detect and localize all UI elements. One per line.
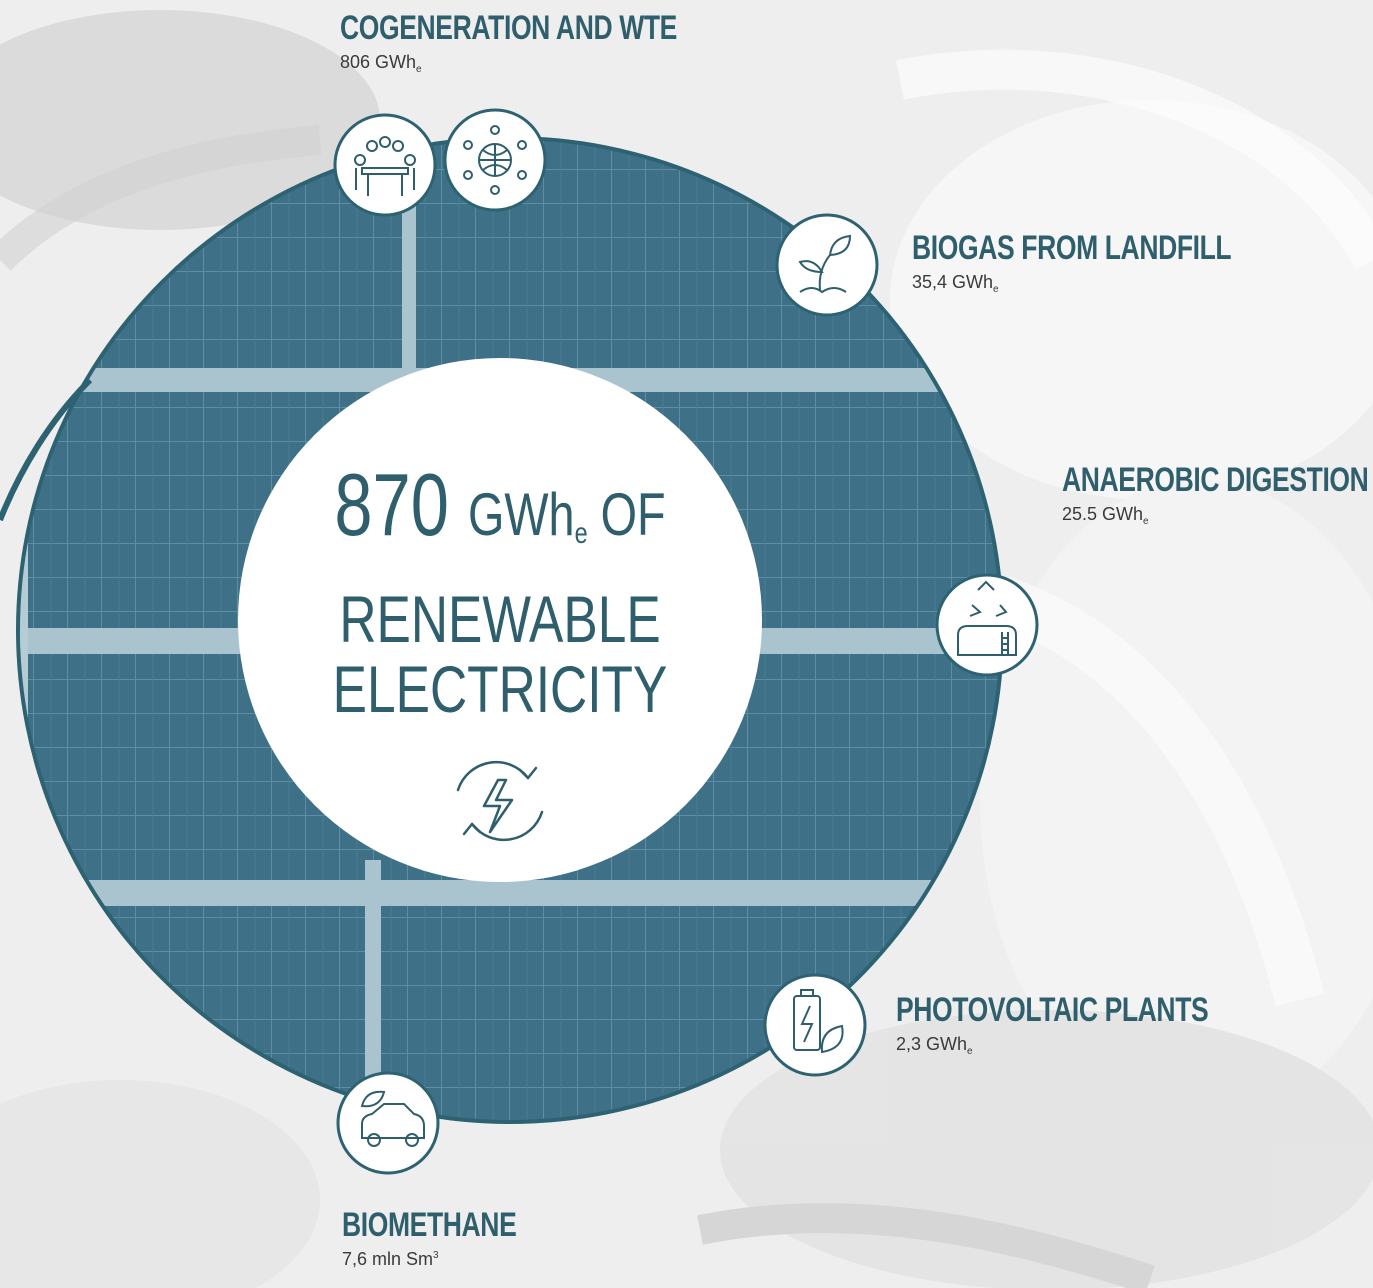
label-value: 35,4 GWhe [912, 272, 1321, 295]
meeting-icon [333, 113, 437, 217]
center-disc [238, 358, 762, 882]
battery-leaf-icon [763, 973, 867, 1077]
label-anaerobic: ANAEROBIC DIGESTION 25.5 GWhe [1062, 460, 1373, 527]
value-sub: e [416, 64, 422, 75]
recycle-tank-icon [935, 573, 1039, 677]
headline-line2: RENEWABLE [339, 582, 661, 656]
label-value: 806 GWhe [340, 52, 772, 75]
label-value: 25.5 GWhe [1062, 504, 1373, 527]
renewable-energy-cycle-icon [456, 760, 544, 842]
label-title: ANAEROBIC DIGESTION [1062, 461, 1369, 499]
value-text: 25.5 GWh [1062, 504, 1144, 524]
label-value: 7,6 mln Sm3 [342, 1249, 566, 1270]
value-sub: e [967, 1046, 973, 1057]
label-biomethane: BIOMETHANE 7,6 mln Sm3 [342, 1205, 566, 1270]
headline-number: 870 [334, 455, 449, 554]
label-biogas: BIOGAS FROM LANDFILL 35,4 GWhe [912, 228, 1321, 295]
headline-unit: GWhe OF [467, 481, 666, 550]
value-sub: e [993, 284, 999, 295]
value-sub: e [1143, 516, 1149, 527]
label-cogeneration: COGENERATION AND WTE 806 GWhe [340, 8, 772, 75]
network-globe-icon [443, 108, 547, 212]
label-title: BIOMETHANE [342, 1206, 517, 1244]
value-sup: 3 [433, 1250, 439, 1261]
value-text: 806 GWh [340, 52, 417, 72]
eco-car-icon [336, 1071, 440, 1175]
swirl-background [0, 10, 1373, 1288]
headline-suffix: OF [600, 481, 666, 548]
value-text: 7,6 mln Sm [342, 1249, 434, 1269]
headline-total: 870 GWhe OF [297, 455, 703, 584]
value-text: 35,4 GWh [912, 272, 994, 292]
center-headline: 870 GWhe OF RENEWABLE ELECTRICITY [240, 455, 760, 724]
value-text: 2,3 GWh [896, 1034, 968, 1054]
headline-unit-text: GWh [467, 481, 575, 548]
label-value: 2,3 GWhe [896, 1034, 1296, 1057]
headline-unit-sub: e [574, 517, 588, 550]
label-title: PHOTOVOLTAIC PLANTS [896, 991, 1209, 1029]
label-title: BIOGAS FROM LANDFILL [912, 229, 1232, 267]
label-photovoltaic: PHOTOVOLTAIC PLANTS 2,3 GWhe [896, 990, 1296, 1057]
headline-line3: ELECTRICITY [332, 652, 668, 726]
sprout-icon [775, 213, 879, 317]
label-title: COGENERATION AND WTE [340, 9, 677, 47]
